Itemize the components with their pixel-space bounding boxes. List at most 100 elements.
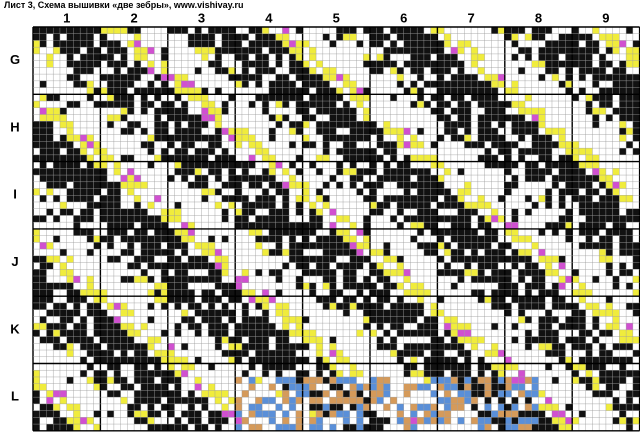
stitch-cell (174, 215, 182, 223)
stitch-cell (93, 289, 101, 297)
stitch-cell (255, 323, 263, 330)
stitch-cell (140, 101, 148, 108)
stitch-cell (356, 383, 364, 391)
stitch-cell (73, 67, 81, 75)
stitch-cell (632, 40, 640, 48)
stitch-cell (295, 53, 303, 61)
stitch-cell (113, 195, 121, 202)
stitch-cell (188, 424, 195, 431)
stitch-cell (403, 289, 411, 297)
stitch-cell (174, 302, 182, 310)
stitch-cell (356, 40, 364, 48)
stitch-cell (53, 195, 60, 202)
stitch-cell (538, 114, 546, 122)
stitch-cell (430, 323, 438, 330)
stitch-cell (578, 363, 586, 371)
stitch-cell (504, 181, 512, 189)
stitch-cell (113, 60, 121, 68)
stitch-cell (208, 27, 215, 34)
stitch-cell (93, 60, 101, 68)
stitch-cell (396, 417, 404, 425)
stitch-cell (181, 154, 189, 162)
stitch-cell (39, 403, 47, 411)
stitch-cell (255, 403, 263, 411)
stitch-cell (39, 168, 47, 176)
stitch-cell (107, 40, 114, 48)
stitch-cell (93, 161, 101, 169)
stitch-cell (417, 296, 424, 303)
stitch-cell (161, 410, 168, 418)
stitch-cell (235, 336, 242, 344)
stitch-cell (498, 276, 505, 283)
stitch-cell (464, 74, 472, 81)
stitch-cell (262, 168, 269, 176)
stitch-cell (370, 127, 377, 135)
stitch-cell (585, 235, 593, 243)
stitch-cell (585, 181, 593, 189)
stitch-cell (73, 302, 81, 310)
stitch-cell (356, 329, 364, 337)
stitch-cell (154, 101, 162, 108)
stitch-cell (201, 40, 209, 48)
stitch-cell (282, 262, 290, 270)
stitch-cell (127, 40, 135, 48)
stitch-cell (208, 410, 215, 418)
stitch-cell (558, 255, 566, 263)
stitch-cell (626, 323, 633, 330)
stitch-cell (66, 148, 74, 155)
stitch-cell (80, 168, 87, 176)
stitch-cell (214, 343, 222, 351)
stitch-cell (336, 302, 344, 310)
stitch-cell (464, 228, 472, 236)
stitch-cell (316, 101, 323, 108)
stitch-cell (262, 350, 269, 357)
stitch-cell (329, 336, 337, 344)
stitch-cell (181, 27, 189, 34)
stitch-cell (390, 141, 397, 149)
stitch-cell (545, 424, 552, 431)
stitch-cell (423, 316, 431, 324)
stitch-cell (140, 127, 148, 135)
stitch-cell (241, 276, 249, 283)
stitch-cell (538, 154, 546, 162)
stitch-cell (268, 33, 276, 41)
stitch-cell (545, 161, 552, 169)
stitch-cell (551, 282, 559, 290)
stitch-cell (383, 296, 391, 303)
stitch-cell (282, 424, 290, 431)
stitch-cell (592, 356, 600, 364)
stitch-cell (268, 417, 276, 425)
stitch-cell (383, 343, 391, 351)
stitch-cell (295, 94, 303, 102)
stitch-cell (444, 53, 451, 61)
stitch-cell (161, 222, 168, 229)
stitch-cell (383, 121, 391, 128)
stitch-cell (471, 343, 478, 351)
stitch-cell (322, 403, 330, 411)
stitch-cell (309, 208, 317, 216)
stitch-cell (343, 262, 350, 270)
stitch-cell (592, 302, 600, 310)
stitch-cell (437, 181, 445, 189)
stitch-cell (396, 27, 404, 34)
stitch-cell (248, 356, 256, 364)
stitch-cell (113, 376, 121, 384)
stitch-cell (46, 397, 54, 404)
stitch-cell (558, 222, 566, 229)
stitch-cell (181, 363, 189, 371)
stitch-cell (498, 302, 505, 310)
stitch-cell (241, 60, 249, 68)
stitch-cell (578, 410, 586, 418)
stitch-cell (471, 228, 478, 236)
stitch-cell (491, 343, 499, 351)
stitch-cell (518, 383, 526, 391)
stitch-cell (612, 376, 620, 384)
stitch-cell (289, 121, 296, 128)
stitch-cell (174, 390, 182, 398)
stitch-cell (396, 175, 404, 182)
stitch-cell (484, 114, 492, 122)
stitch-cell (107, 74, 114, 81)
stitch-cell (619, 410, 627, 418)
stitch-cell (316, 74, 323, 81)
stitch-cell (295, 329, 303, 337)
